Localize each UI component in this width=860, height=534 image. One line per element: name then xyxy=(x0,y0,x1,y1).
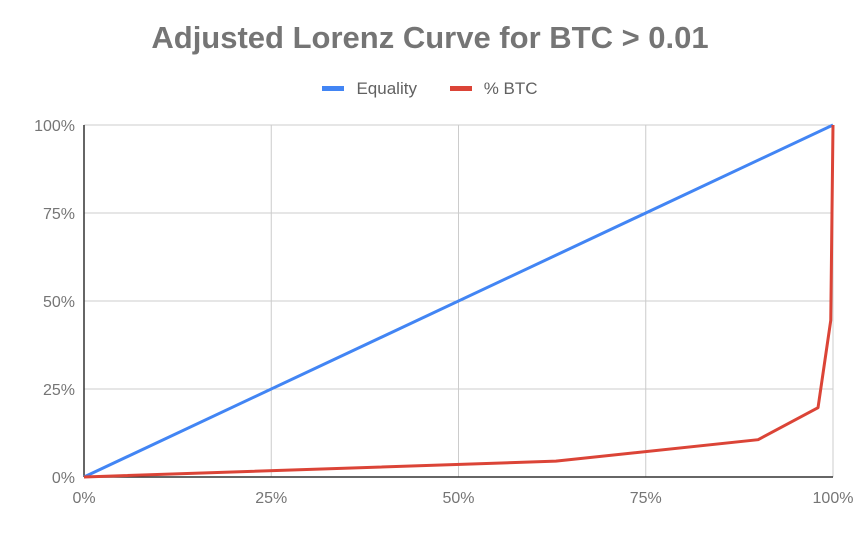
legend-swatch-equality xyxy=(322,86,345,91)
x-tick-label: 50% xyxy=(442,490,474,507)
x-tick-label: 75% xyxy=(630,490,662,507)
series-line-equality xyxy=(83,123,834,479)
x-tick-label: 25% xyxy=(255,490,287,507)
legend-item-btc: % BTC xyxy=(449,78,538,99)
x-tick-label: 0% xyxy=(72,490,95,507)
y-tick-label: 75% xyxy=(43,206,75,223)
legend-item-equality: Equality xyxy=(322,78,417,99)
y-tick-label: 50% xyxy=(43,294,75,311)
legend: Equality % BTC xyxy=(0,76,860,99)
legend-label-equality: Equality xyxy=(356,78,417,98)
y-tick-label: 25% xyxy=(43,382,75,399)
legend-label-btc: % BTC xyxy=(483,78,538,98)
series-line-btc xyxy=(83,124,835,479)
y-tick-label: 0% xyxy=(52,470,75,487)
chart-title: Adjusted Lorenz Curve for BTC > 0.01 xyxy=(151,20,709,55)
legend-swatch-btc xyxy=(449,86,472,91)
y-tick-label: 100% xyxy=(34,118,75,135)
x-tick-label: 100% xyxy=(813,490,854,507)
